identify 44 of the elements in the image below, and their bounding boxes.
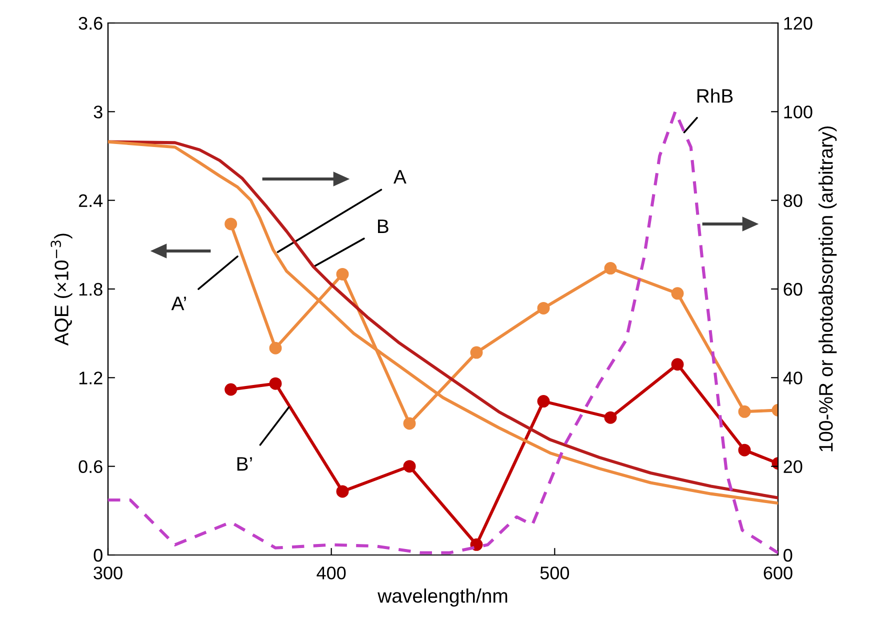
point bbox=[671, 287, 684, 300]
y-tick-label: 0 bbox=[94, 548, 102, 562]
y2-tick-label: 120 bbox=[784, 16, 812, 30]
x-tick-label: 500 bbox=[540, 566, 570, 580]
point bbox=[537, 302, 550, 314]
y2-tick-label: 100 bbox=[784, 106, 812, 118]
y-tick-label: 2.4 bbox=[78, 194, 103, 207]
point bbox=[336, 485, 349, 498]
annotation: A bbox=[394, 170, 406, 184]
y-tick-label: 1.2 bbox=[79, 372, 102, 384]
y2-tick-label: 40 bbox=[783, 372, 802, 384]
x-axis-title: wavelength/nm bbox=[378, 588, 508, 607]
y2-tick-label: 20 bbox=[784, 460, 802, 474]
point bbox=[269, 342, 282, 354]
annotation: B’ bbox=[237, 457, 252, 471]
point bbox=[224, 383, 238, 396]
y-axis-title: AQE (×10$^{−3}$) bbox=[50, 234, 72, 346]
point bbox=[403, 460, 416, 473]
point bbox=[269, 377, 282, 390]
y2-tick-label: 60 bbox=[784, 282, 802, 296]
y2-tick-label: 0 bbox=[784, 548, 792, 562]
y-tick-label: 1.8 bbox=[79, 282, 102, 296]
x-tick-label: 600 bbox=[764, 566, 792, 580]
point bbox=[403, 417, 416, 430]
point bbox=[738, 405, 751, 418]
y-tick-label: 3.6 bbox=[78, 16, 102, 30]
point bbox=[604, 411, 617, 424]
annotation: A’ bbox=[171, 296, 186, 310]
annotation: B bbox=[378, 220, 388, 233]
point bbox=[336, 268, 349, 280]
y2-tick-label: 80 bbox=[784, 194, 802, 208]
y2-axis-title: 100-%R or photoabsorption (arbitrary) bbox=[818, 126, 837, 452]
x-tick-label: 300 bbox=[94, 566, 122, 580]
y-tick-label: 3 bbox=[94, 106, 102, 118]
point bbox=[604, 262, 617, 275]
point bbox=[671, 358, 684, 371]
point bbox=[470, 538, 483, 551]
point bbox=[224, 218, 238, 230]
point bbox=[470, 346, 483, 359]
x-tick-label: 400 bbox=[316, 566, 346, 580]
point bbox=[537, 395, 550, 408]
point bbox=[738, 444, 751, 456]
annotation: RhB bbox=[697, 88, 733, 103]
y-tick-label: 0.6 bbox=[78, 460, 102, 474]
